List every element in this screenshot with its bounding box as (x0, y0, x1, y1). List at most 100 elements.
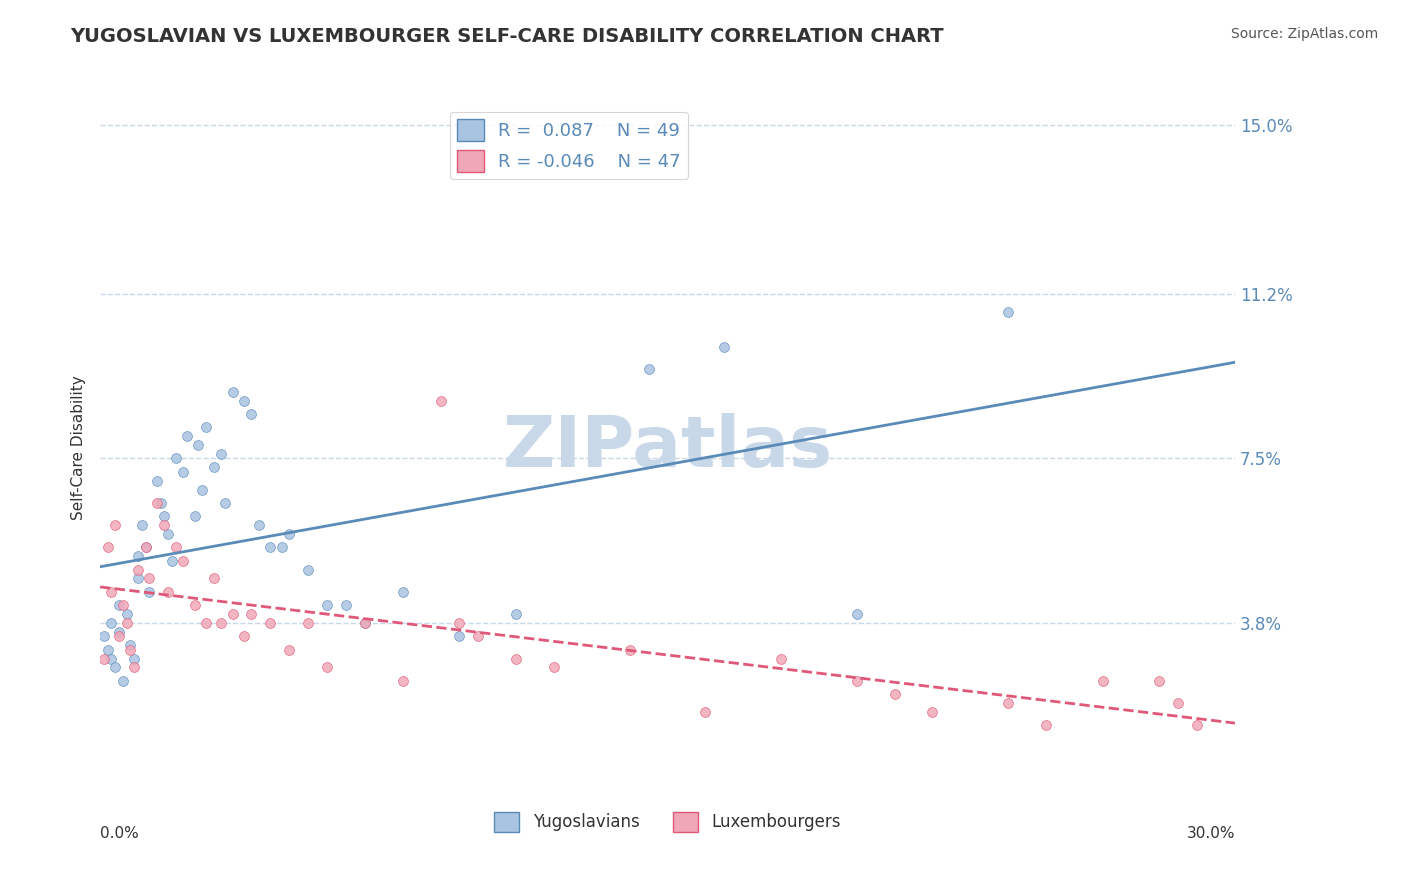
Point (111, 673, 134, 688)
Point (316, 598, 339, 612)
Legend: Yugoslavians, Luxembourgers: Yugoslavians, Luxembourgers (488, 805, 848, 838)
Point (165, 541, 187, 555)
Text: ZIPatlas: ZIPatlas (502, 413, 832, 482)
Point (278, 642, 301, 657)
Point (391, 584, 413, 599)
Point (165, 451, 187, 466)
Point (240, 607, 263, 621)
Point (93, 651, 115, 665)
Text: Source: ZipAtlas.com: Source: ZipAtlas.com (1230, 27, 1378, 41)
Point (1091, 673, 1114, 688)
Point (1185, 718, 1208, 732)
Point (172, 465, 194, 479)
Text: YUGOSLAVIAN VS LUXEMBOURGER SELF-CARE DISABILITY CORRELATION CHART: YUGOSLAVIAN VS LUXEMBOURGER SELF-CARE DI… (70, 27, 943, 45)
Point (191, 483, 214, 497)
Point (713, 340, 735, 354)
Point (153, 509, 176, 524)
Point (127, 549, 149, 564)
Point (1167, 696, 1189, 710)
Point (429, 393, 451, 408)
Point (449, 615, 471, 630)
Point (108, 624, 131, 639)
Point (93, 629, 115, 643)
Point (505, 607, 527, 621)
Point (240, 407, 263, 421)
Point (120, 642, 142, 657)
Point (354, 615, 377, 630)
Point (769, 651, 792, 665)
Point (97, 541, 120, 555)
Point (391, 673, 413, 688)
Point (883, 687, 905, 701)
Point (637, 362, 659, 376)
Point (1035, 718, 1057, 732)
Point (183, 598, 205, 612)
Point (232, 393, 254, 408)
Point (221, 384, 243, 399)
Point (176, 429, 198, 443)
Point (259, 541, 281, 555)
Point (153, 518, 176, 533)
Point (138, 584, 160, 599)
Point (104, 660, 127, 674)
Y-axis label: Self-Care Disability: Self-Care Disability (72, 375, 86, 520)
Point (138, 572, 160, 586)
Point (146, 496, 169, 510)
Point (131, 518, 153, 533)
Point (997, 696, 1019, 710)
Point (449, 629, 471, 643)
Point (354, 615, 377, 630)
Point (183, 509, 205, 524)
Point (1149, 673, 1171, 688)
Point (122, 660, 145, 674)
Point (100, 584, 122, 599)
Point (120, 638, 142, 652)
Point (127, 572, 149, 586)
Point (122, 651, 145, 665)
Point (108, 629, 131, 643)
Point (187, 438, 209, 452)
Point (997, 304, 1019, 318)
Point (202, 572, 225, 586)
Point (335, 598, 357, 612)
Point (172, 554, 194, 568)
Point (160, 554, 183, 568)
Point (157, 527, 180, 541)
Point (505, 651, 527, 665)
Point (195, 420, 218, 434)
Point (270, 541, 292, 555)
Point (135, 541, 157, 555)
Text: 30.0%: 30.0% (1187, 827, 1234, 841)
Point (695, 705, 717, 719)
Point (232, 629, 254, 643)
Point (297, 563, 319, 577)
Point (619, 642, 641, 657)
Point (259, 615, 281, 630)
Point (467, 629, 489, 643)
Point (149, 496, 172, 510)
Point (135, 541, 157, 555)
Point (297, 615, 319, 630)
Point (97, 642, 120, 657)
Point (845, 607, 868, 621)
Point (157, 584, 180, 599)
Point (104, 518, 127, 533)
Point (127, 563, 149, 577)
Point (221, 607, 243, 621)
Point (209, 447, 232, 461)
Point (921, 705, 943, 719)
Point (214, 496, 236, 510)
Point (100, 615, 122, 630)
Point (202, 460, 225, 475)
Point (115, 615, 138, 630)
Point (845, 673, 868, 688)
Point (108, 598, 131, 612)
Text: 0.0%: 0.0% (100, 827, 139, 841)
Point (316, 660, 339, 674)
Point (111, 598, 134, 612)
Point (146, 474, 169, 488)
Point (115, 607, 138, 621)
Point (195, 615, 218, 630)
Point (543, 660, 565, 674)
Point (100, 651, 122, 665)
